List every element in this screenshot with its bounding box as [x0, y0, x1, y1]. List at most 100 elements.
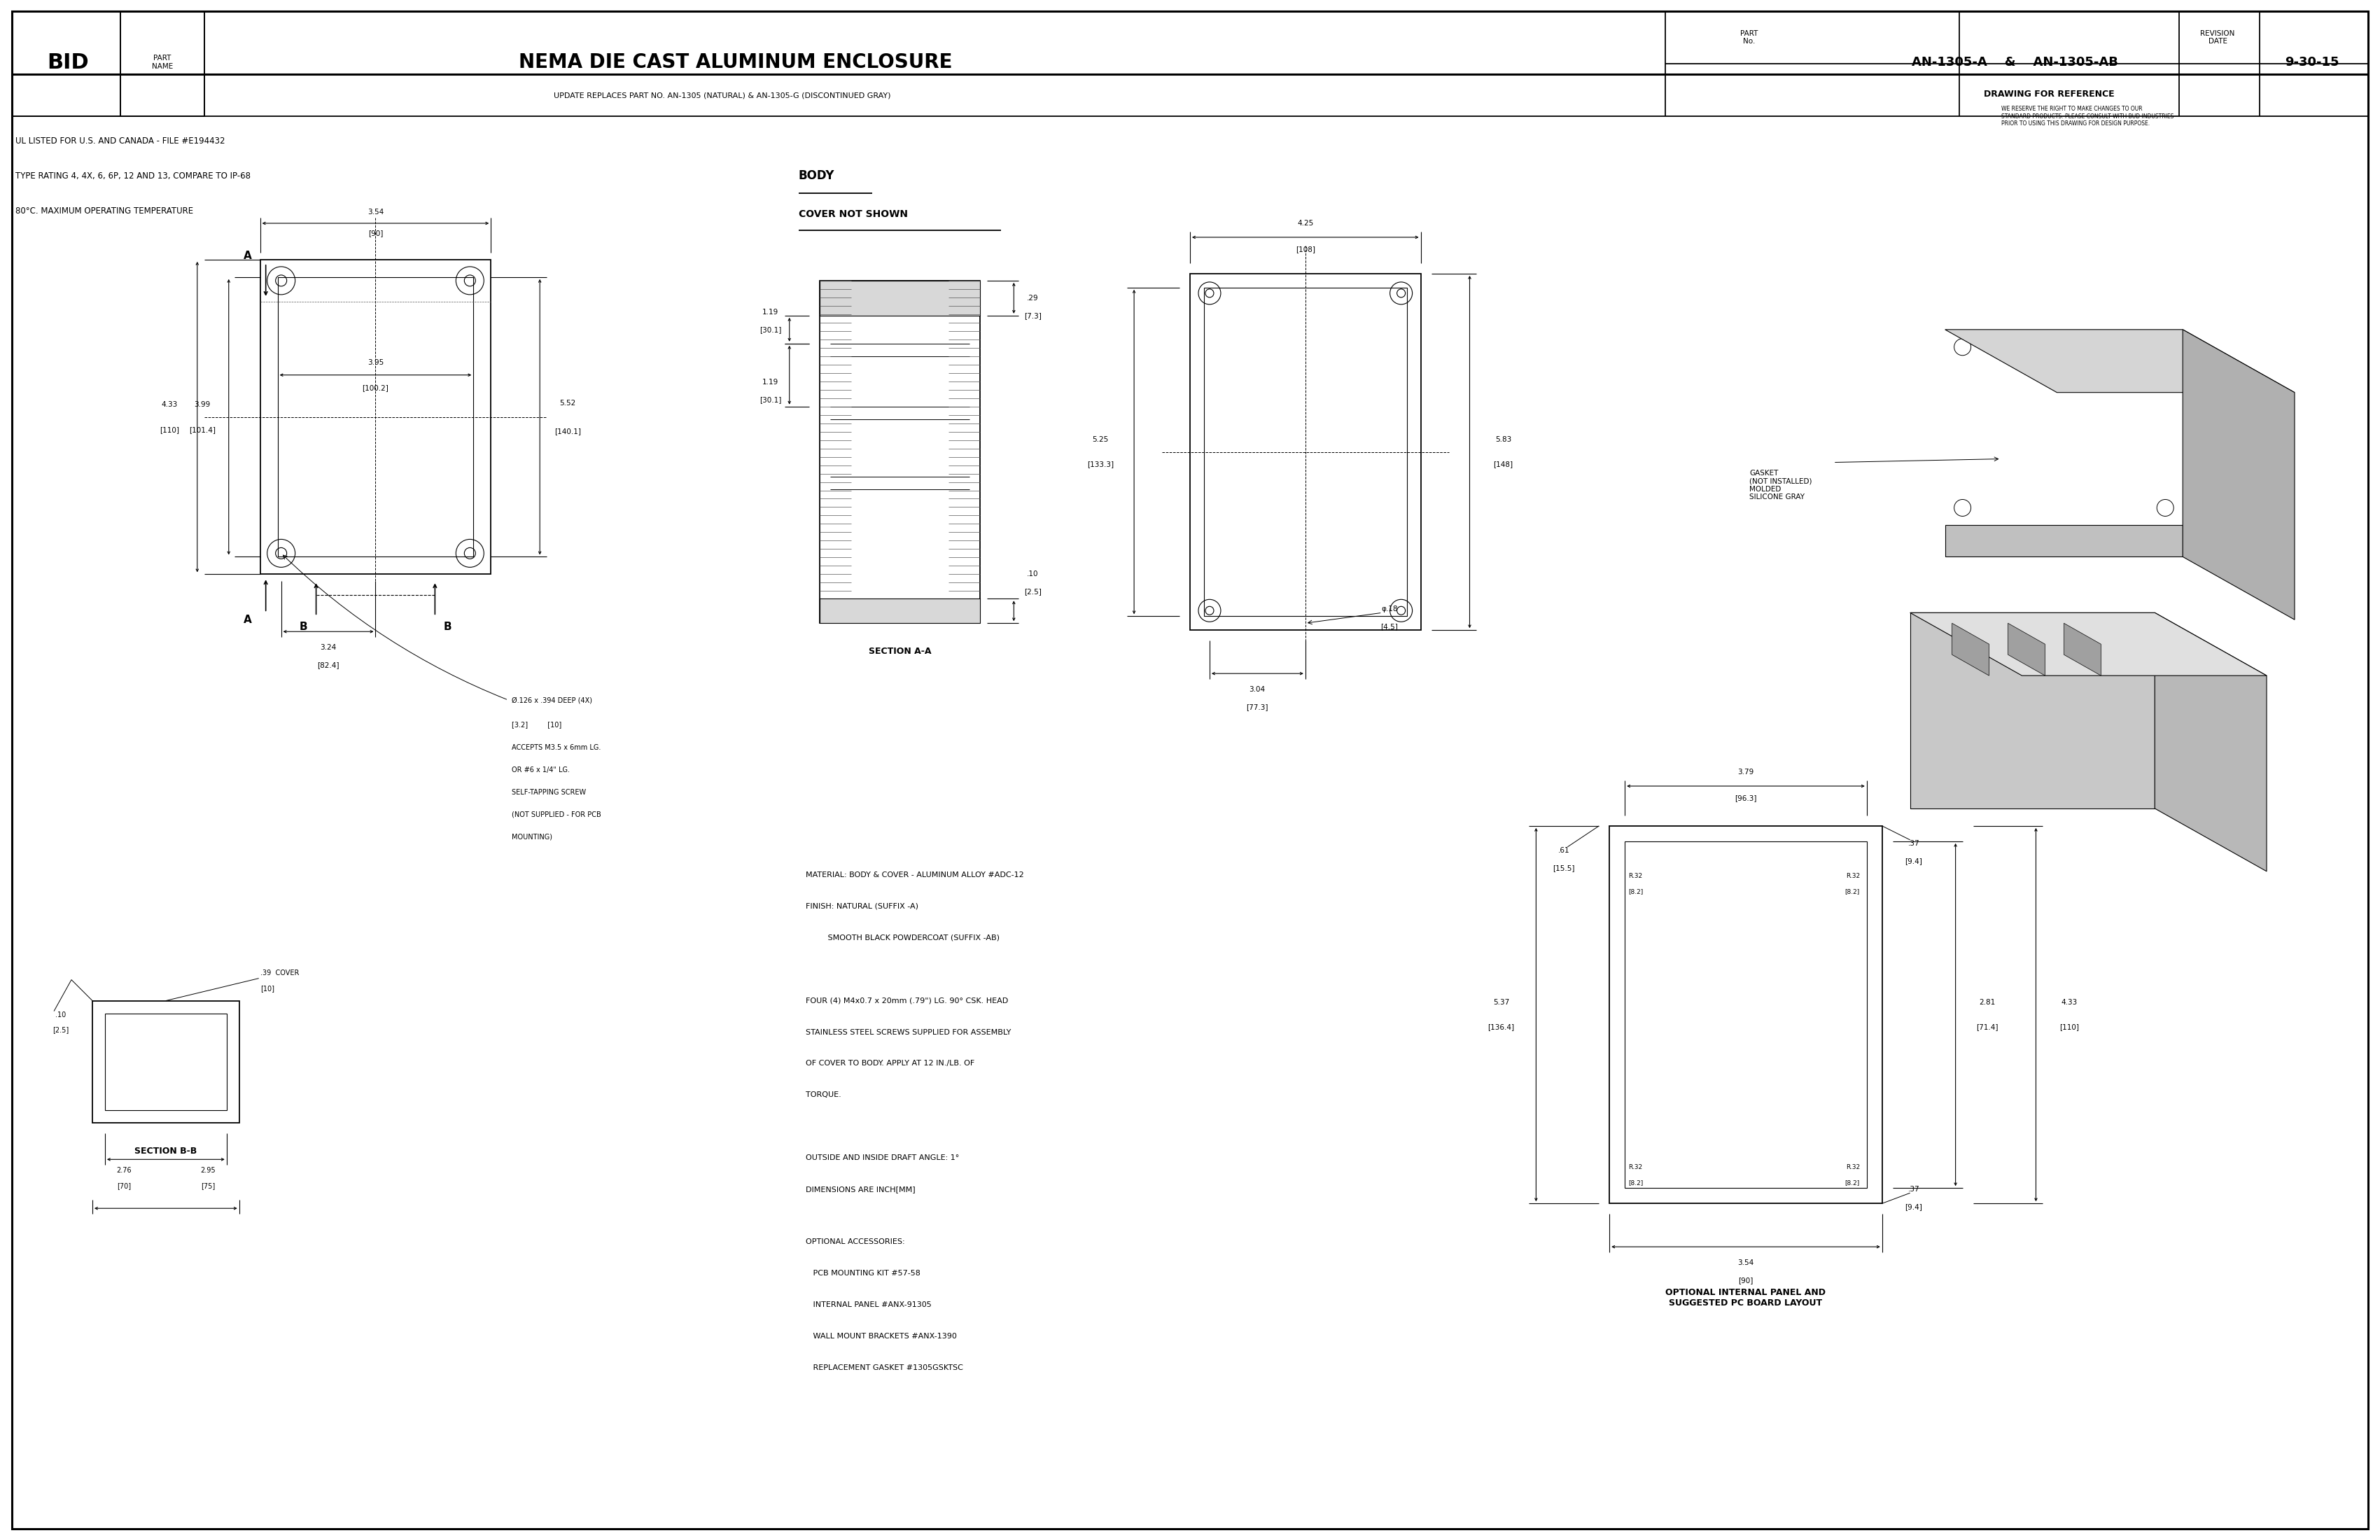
Polygon shape [2182, 330, 2294, 619]
Text: .37: .37 [1909, 1186, 1918, 1194]
Text: PART
NAME: PART NAME [152, 55, 174, 69]
Text: R.32: R.32 [1628, 873, 1642, 879]
Text: REPLACEMENT GASKET #1305GSKTSC: REPLACEMENT GASKET #1305GSKTSC [804, 1364, 964, 1371]
Text: OF COVER TO BODY. APPLY AT 12 IN./LB. OF: OF COVER TO BODY. APPLY AT 12 IN./LB. OF [804, 1060, 973, 1067]
Bar [819, 280, 981, 624]
Text: .10: .10 [55, 1012, 67, 1018]
Text: [100.2]: [100.2] [362, 383, 388, 391]
Text: [133.3]: [133.3] [1088, 460, 1114, 468]
Text: R.32: R.32 [1628, 1164, 1642, 1170]
Text: [90]: [90] [1737, 1277, 1754, 1284]
Text: [101.4]: [101.4] [188, 427, 217, 433]
Bar [1190, 274, 1421, 630]
Text: 3.54: 3.54 [367, 208, 383, 216]
Bar [105, 1013, 226, 1110]
Text: [82.4]: [82.4] [317, 662, 338, 668]
Text: 3.04: 3.04 [1250, 687, 1266, 693]
Text: SECTION A-A: SECTION A-A [869, 647, 931, 656]
Polygon shape [1911, 613, 2266, 676]
Text: 4.33: 4.33 [162, 400, 178, 408]
Text: 9-30-15: 9-30-15 [2285, 55, 2340, 69]
Text: .61: .61 [1559, 847, 1571, 853]
Text: DIMENSIONS ARE INCH[MM]: DIMENSIONS ARE INCH[MM] [804, 1186, 916, 1194]
Bar [1609, 825, 1883, 1203]
Text: 80°C. MAXIMUM OPERATING TEMPERATURE: 80°C. MAXIMUM OPERATING TEMPERATURE [17, 206, 193, 216]
Text: [90]: [90] [369, 229, 383, 237]
Text: OUTSIDE AND INSIDE DRAFT ANGLE: 1°: OUTSIDE AND INSIDE DRAFT ANGLE: 1° [804, 1155, 959, 1161]
Text: .10: .10 [1026, 571, 1038, 578]
Bar [278, 277, 474, 557]
Text: PCB MOUNTING KIT #57-58: PCB MOUNTING KIT #57-58 [804, 1270, 921, 1277]
Text: TORQUE.: TORQUE. [804, 1092, 840, 1098]
Text: UL LISTED FOR U.S. AND CANADA - FILE #E194432: UL LISTED FOR U.S. AND CANADA - FILE #E1… [17, 136, 226, 145]
Text: FINISH: NATURAL (SUFFIX -A): FINISH: NATURAL (SUFFIX -A) [804, 902, 919, 910]
Text: [9.4]: [9.4] [1904, 858, 1923, 864]
Text: .29: .29 [1026, 294, 1038, 302]
Text: 1.19: 1.19 [762, 308, 778, 316]
Text: .39  COVER: .39 COVER [259, 969, 300, 976]
Text: [2.5]: [2.5] [52, 1027, 69, 1033]
Text: [148]: [148] [1492, 460, 1514, 468]
Text: 5.25: 5.25 [1092, 436, 1109, 444]
Text: .37: .37 [1909, 839, 1918, 847]
Text: 3.24: 3.24 [319, 644, 336, 651]
Polygon shape [2009, 624, 2044, 676]
Text: 4.33: 4.33 [2061, 998, 2078, 1006]
Text: OR #6 x 1/4" LG.: OR #6 x 1/4" LG. [512, 767, 569, 773]
Text: BID: BID [48, 52, 88, 72]
Bar [259, 260, 490, 574]
Text: 3.99: 3.99 [195, 400, 209, 408]
Text: 1.19: 1.19 [762, 379, 778, 385]
Bar [819, 280, 981, 316]
Bar [1204, 288, 1407, 616]
Text: A: A [243, 251, 252, 262]
Text: 4.25: 4.25 [1297, 220, 1314, 226]
Text: UPDATE REPLACES PART NO. AN-1305 (NATURAL) & AN-1305-G (DISCONTINUED GRAY): UPDATE REPLACES PART NO. AN-1305 (NATURA… [555, 92, 890, 99]
Text: [8.2]: [8.2] [1844, 1180, 1859, 1186]
Text: [8.2]: [8.2] [1628, 1180, 1642, 1186]
Text: 2.76: 2.76 [117, 1167, 131, 1173]
Text: PART
No.: PART No. [1740, 29, 1759, 45]
Text: SECTION B-B: SECTION B-B [136, 1146, 198, 1155]
Text: [10]: [10] [259, 984, 274, 992]
Text: [110]: [110] [2059, 1024, 2080, 1030]
Text: SMOOTH BLACK POWDERCOAT (SUFFIX -AB): SMOOTH BLACK POWDERCOAT (SUFFIX -AB) [804, 935, 1000, 941]
Bar [819, 599, 981, 624]
Polygon shape [2063, 624, 2102, 676]
Text: ACCEPTS M3.5 x 6mm LG.: ACCEPTS M3.5 x 6mm LG. [512, 744, 602, 752]
Text: [71.4]: [71.4] [1975, 1024, 1999, 1030]
Text: 5.83: 5.83 [1495, 436, 1511, 444]
Text: [70]: [70] [117, 1183, 131, 1189]
Text: 3.79: 3.79 [1737, 768, 1754, 776]
Text: [15.5]: [15.5] [1554, 864, 1576, 872]
Text: B: B [443, 622, 452, 631]
Polygon shape [1944, 330, 2294, 393]
Bar [93, 1001, 240, 1123]
Text: Ø.126 x .394 DEEP (4X): Ø.126 x .394 DEEP (4X) [512, 696, 593, 704]
Text: A: A [243, 614, 252, 625]
Text: [2.5]: [2.5] [1023, 588, 1042, 596]
Text: [8.2]: [8.2] [1844, 889, 1859, 895]
Polygon shape [1911, 613, 2154, 808]
Text: 5.37: 5.37 [1492, 998, 1509, 1006]
Text: DRAWING FOR REFERENCE: DRAWING FOR REFERENCE [1983, 89, 2113, 99]
Text: REVISION
DATE: REVISION DATE [2202, 29, 2235, 45]
Text: STAINLESS STEEL SCREWS SUPPLIED FOR ASSEMBLY: STAINLESS STEEL SCREWS SUPPLIED FOR ASSE… [804, 1029, 1011, 1036]
Text: [110]: [110] [159, 427, 178, 433]
Text: [30.1]: [30.1] [759, 396, 781, 403]
Text: BODY: BODY [800, 169, 835, 182]
Text: MOUNTING): MOUNTING) [512, 833, 552, 841]
Text: TYPE RATING 4, 4X, 6, 6P, 12 AND 13, COMPARE TO IP-68: TYPE RATING 4, 4X, 6, 6P, 12 AND 13, COM… [17, 171, 250, 180]
Text: [8.2]: [8.2] [1628, 889, 1642, 895]
Text: φ.18: φ.18 [1380, 605, 1397, 613]
Text: COVER NOT SHOWN: COVER NOT SHOWN [800, 209, 907, 219]
Polygon shape [1944, 525, 2182, 557]
Text: 2.95: 2.95 [200, 1167, 214, 1173]
Polygon shape [2154, 613, 2266, 872]
Bar [121, 11, 205, 117]
Text: [140.1]: [140.1] [555, 428, 581, 434]
Bar [1626, 841, 1866, 1187]
Text: SELF-TAPPING SCREW: SELF-TAPPING SCREW [512, 788, 585, 796]
Text: 3.95: 3.95 [367, 359, 383, 367]
Text: WALL MOUNT BRACKETS #ANX-1390: WALL MOUNT BRACKETS #ANX-1390 [804, 1332, 957, 1340]
